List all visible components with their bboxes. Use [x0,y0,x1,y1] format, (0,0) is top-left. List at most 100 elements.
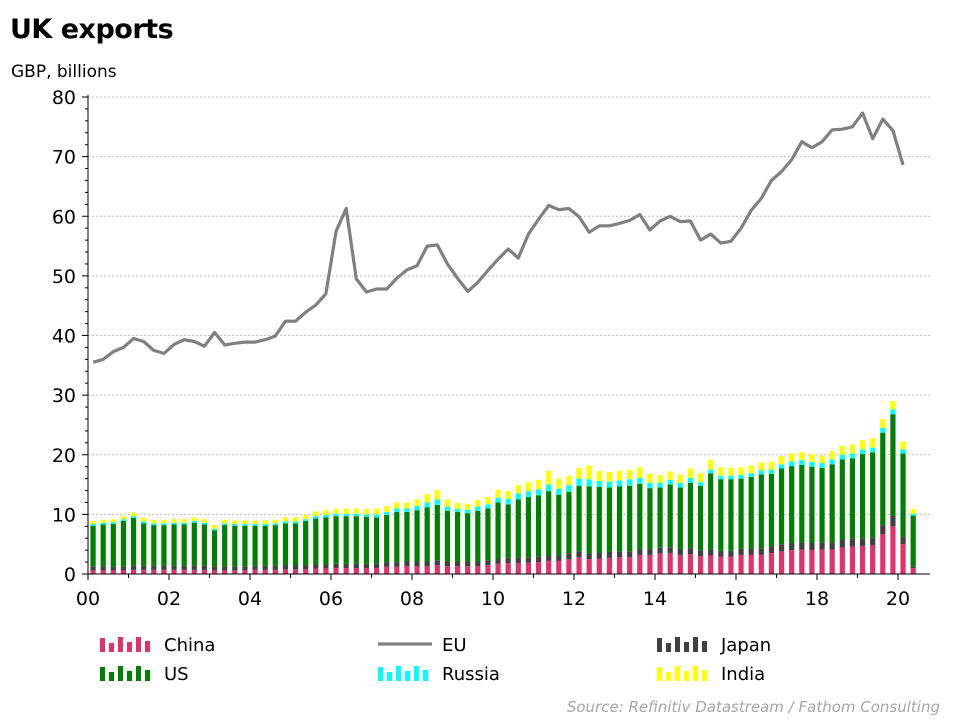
bar-china [718,556,724,574]
bar-russia [211,528,218,531]
bar-india [414,499,420,507]
bar-russia [728,475,734,480]
bar-stacks [90,401,916,574]
bar-japan [870,537,876,546]
bar-japan [252,565,258,570]
bar-russia [252,523,258,526]
bar-india [515,485,521,494]
bar-us [313,518,319,565]
bar-japan [384,562,390,567]
bar-india [859,439,866,450]
bar-china [151,569,157,574]
x-tick-label: 10 [481,588,505,610]
bar-russia [434,499,440,505]
bar-japan [535,556,542,563]
bar-russia [191,520,197,523]
bar-russia [262,523,268,526]
bar-us [475,510,481,562]
bar-japan [819,542,825,550]
bar-us [191,522,197,566]
bar-russia [242,523,248,526]
bar-us [262,525,268,566]
bar-japan [454,561,461,567]
bar-china [252,569,258,574]
bar-us [667,484,673,548]
bar-russia [130,516,137,518]
bar-us [404,511,410,562]
x-tick-label: 20 [886,588,910,610]
bar-russia [465,509,471,514]
bar-russia [839,454,845,460]
bar-japan [637,548,643,555]
bar-us [201,524,208,566]
bar-japan [394,562,400,567]
bar-russia [525,491,532,498]
bar-china [799,549,805,574]
legend-swatch-bar [657,667,662,681]
chart-title: UK exports [10,14,174,45]
bar-japan [303,565,309,570]
bar-japan [768,546,775,554]
legend-label: EU [442,635,467,656]
bar-china [100,570,106,574]
legend-swatch-bar [423,670,428,681]
bar-russia [303,519,309,521]
bar-japan [424,561,430,567]
bar-russia [313,516,319,519]
legend-label: Japan [720,635,771,656]
bar-russia [414,506,420,511]
legend-item-us: US [100,664,189,685]
bar-japan [141,565,147,570]
bar-india [211,525,218,529]
bar-us [353,516,359,564]
bar-india [120,516,127,520]
bar-china [444,566,451,574]
legend-swatch-bar [136,666,141,681]
bar-china [687,554,694,574]
bar-india [404,502,410,509]
bar-us [424,507,430,562]
bar-india [191,517,197,521]
bar-us [303,520,309,566]
bar-india [201,519,208,523]
bar-russia [910,513,916,516]
bar-us [799,464,805,543]
bar-us [282,523,289,566]
bar-india [171,519,177,523]
bar-china [890,526,896,574]
bar-india [708,459,714,470]
bar-russia [870,447,876,453]
bar-japan [120,566,127,571]
bar-russia [232,523,238,526]
bar-us [252,525,258,566]
bar-india [687,468,694,479]
bar-us [100,524,106,567]
eu-line-layer [92,111,905,364]
bar-russia [222,523,228,526]
y-tick-labels: 0 10 20 30 40 50 60 70 80 [52,87,76,586]
bar-india [444,499,451,507]
bar-us [900,453,906,538]
bar-india [647,473,653,483]
bar-russia [373,514,380,518]
bar-japan [677,548,683,555]
bar-japan [606,551,613,558]
bar-india [880,418,886,428]
y-tick-label: 30 [52,385,76,407]
bar-us [90,525,96,567]
bar-us [647,488,653,549]
bar-russia [708,469,714,474]
legend-swatch-bar [675,637,680,652]
bar-us [697,485,704,551]
legend-item-japan: Japan [657,635,771,656]
legend-label: China [164,635,215,656]
bar-russia [900,449,906,454]
bar-us [363,516,370,564]
legend-swatch-bar [666,672,671,681]
bar-india [333,509,339,514]
legend-swatch-bar [702,641,707,652]
legend-swatch-bar [118,637,123,652]
bar-us [839,459,845,541]
bar-us [222,525,228,567]
bar-china [606,557,613,574]
